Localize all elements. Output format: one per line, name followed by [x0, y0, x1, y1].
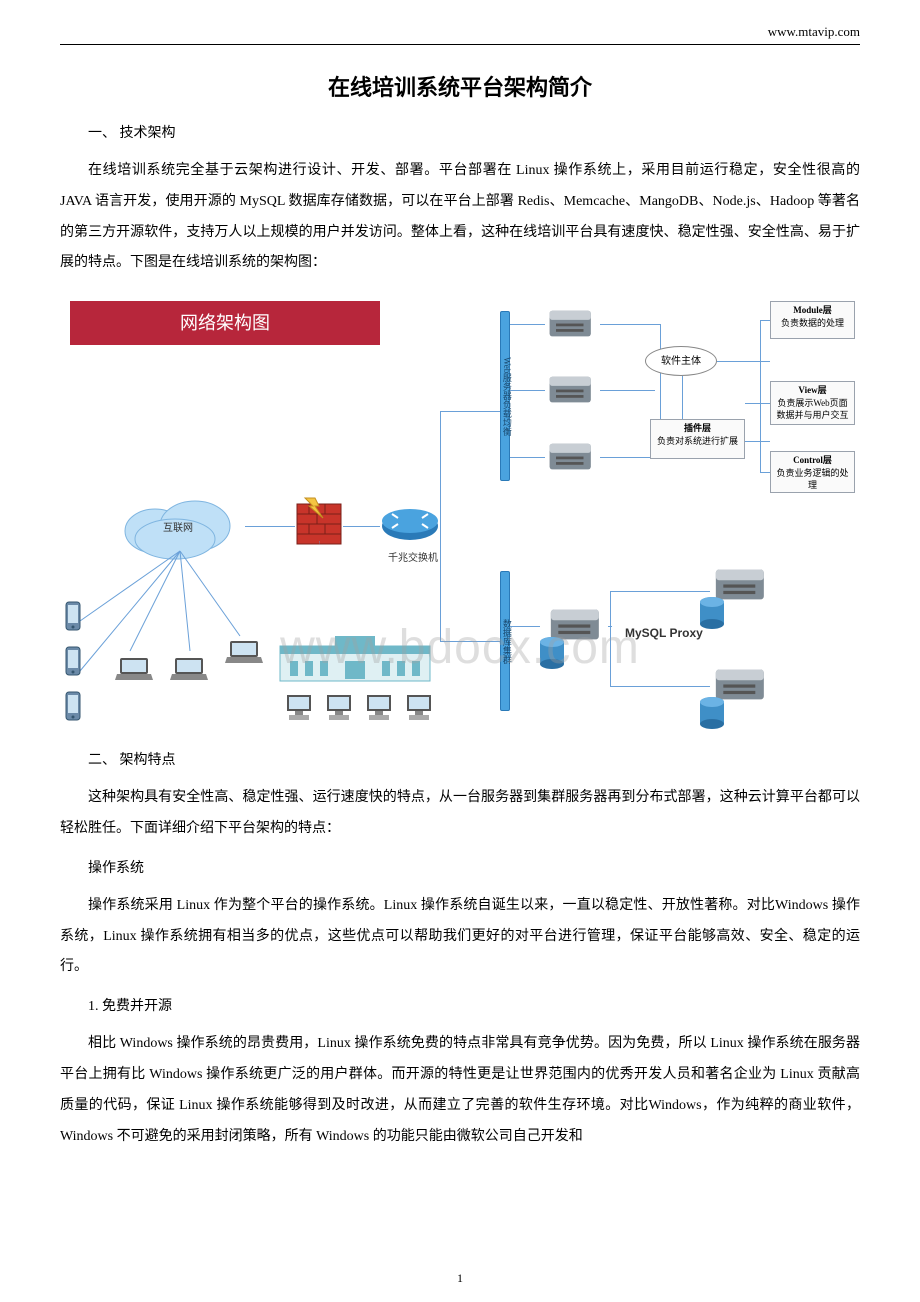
phone-icon: [65, 691, 81, 721]
mysql-proxy-label: MySQL Proxy: [625, 626, 703, 640]
plugin-layer-box: 插件层 负责对系统进行扩展: [650, 419, 745, 459]
header-rule: [60, 44, 860, 45]
connector-line: [440, 641, 500, 642]
connector-line: [610, 591, 611, 686]
page-number: 1: [0, 1271, 920, 1286]
connector-line: [510, 390, 545, 391]
point-1-paragraph: 相比 Windows 操作系统的昂贵费用，Linux 操作系统免费的特点非常具有…: [60, 1029, 860, 1152]
diagram-banner: 网络架构图: [70, 301, 380, 345]
os-subheading: 操作系统: [88, 857, 860, 877]
server-icon: [545, 303, 600, 345]
connector-line: [608, 626, 612, 627]
module-layer-title: Module层: [773, 305, 852, 316]
os-paragraph: 操作系统采用 Linux 作为整个平台的操作系统。Linux 操作系统自诞生以来…: [60, 891, 860, 983]
view-layer-box: View层 负责展示Web页面数据并与用户交互: [770, 381, 855, 425]
connector-line: [343, 526, 380, 527]
desktop-icon: [405, 693, 433, 723]
plugin-layer-title: 插件层: [653, 423, 742, 434]
connector-line: [760, 320, 770, 321]
connector-line: [440, 411, 441, 526]
section-1-paragraph: 在线培训系统完全基于云架构进行设计、开发、部署。平台部署在 Linux 操作系统…: [60, 156, 860, 279]
connector-line: [245, 526, 295, 527]
connector-line: [610, 591, 710, 592]
building-icon: [275, 631, 435, 686]
desktop-icon: [365, 693, 393, 723]
connector-line: [510, 457, 545, 458]
desktop-icon: [325, 693, 353, 723]
phone-icon: [65, 646, 81, 676]
router-icon: [380, 506, 440, 546]
view-layer-desc: 负责展示Web页面数据并与用户交互: [776, 398, 848, 419]
server-icon: [545, 369, 600, 411]
database-icon: [698, 696, 726, 730]
connector-line: [510, 324, 545, 325]
db-cluster-label: 数据库集群: [501, 601, 511, 681]
connector-line: [745, 441, 770, 442]
connector-line: [745, 403, 770, 404]
laptop-icon: [115, 656, 153, 682]
point-1-heading: 1. 免费并开源: [88, 995, 860, 1015]
connector-line: [440, 526, 441, 641]
document-title: 在线培训系统平台架构简介: [60, 70, 860, 102]
server-icon: [545, 436, 600, 478]
web-load-balance-label: Web服务器负载均衡: [501, 341, 511, 451]
connector-line: [717, 361, 770, 362]
connector-line: [600, 390, 655, 391]
section-2-heading: 二、 架构特点: [88, 749, 860, 769]
architecture-diagram: 网络架构图 Web服务器负载均衡 数据库集群 软件主体 插件层 负责对系统进行扩…: [60, 291, 860, 731]
desktop-icon: [285, 693, 313, 723]
database-icon: [538, 636, 566, 670]
laptop-icon: [225, 639, 263, 665]
control-layer-desc: 负责业务逻辑的处理: [776, 468, 848, 489]
switch-label: 千兆交换机: [388, 549, 438, 564]
connector-line: [682, 376, 683, 419]
module-layer-box: Module层 负责数据的处理: [770, 301, 855, 339]
software-body-node: 软件主体: [645, 346, 717, 376]
connector-line: [760, 472, 770, 473]
control-layer-box: Control层 负责业务逻辑的处理: [770, 451, 855, 493]
view-layer-title: View层: [773, 385, 852, 396]
phone-icon: [65, 601, 81, 631]
section-2-paragraph: 这种架构具有安全性高、稳定性强、运行速度快的特点，从一台服务器到集群服务器再到分…: [60, 783, 860, 845]
plugin-layer-desc: 负责对系统进行扩展: [657, 436, 738, 446]
header-url: www.mtavip.com: [768, 24, 860, 40]
connector-line: [510, 626, 540, 627]
laptop-icon: [170, 656, 208, 682]
connector-line: [610, 686, 710, 687]
control-layer-title: Control层: [773, 455, 852, 466]
section-1-heading: 一、 技术架构: [88, 122, 860, 142]
connector-line: [760, 320, 761, 472]
module-layer-desc: 负责数据的处理: [781, 318, 844, 328]
connector-line: [440, 411, 500, 412]
database-icon: [698, 596, 726, 630]
connector-line: [600, 324, 660, 325]
